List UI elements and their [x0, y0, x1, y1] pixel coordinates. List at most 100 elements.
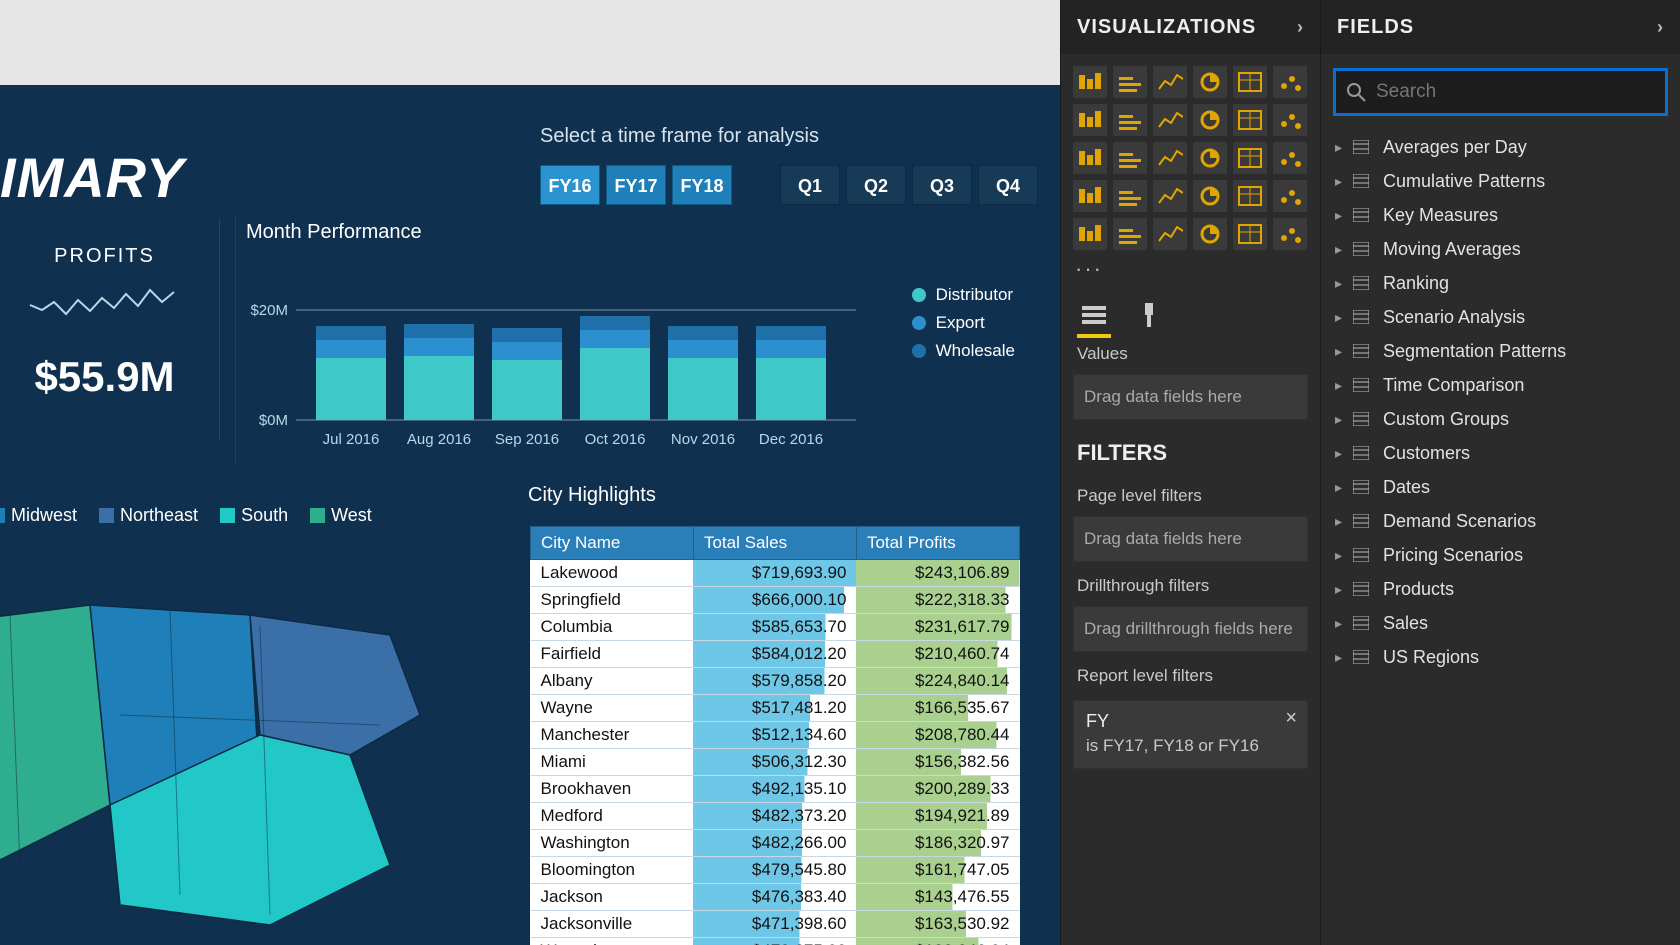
viz-type-combo-col-line[interactable]	[1193, 104, 1227, 136]
field-table[interactable]: ▸Dates	[1325, 470, 1676, 504]
viz-type-python-visual[interactable]	[1233, 218, 1267, 250]
fields-collapse-icon[interactable]: ›	[1657, 0, 1664, 54]
viz-type-map-globe[interactable]	[1273, 142, 1307, 174]
field-table[interactable]: ▸Segmentation Patterns	[1325, 334, 1676, 368]
viz-type-pie[interactable]	[1153, 142, 1187, 174]
field-table[interactable]: ▸Averages per Day	[1325, 130, 1676, 164]
fy-button[interactable]: FY18	[672, 165, 732, 205]
field-table[interactable]: ▸US Regions	[1325, 640, 1676, 674]
map-legend-item[interactable]: Midwest	[0, 505, 77, 526]
field-table[interactable]: ▸Sales	[1325, 606, 1676, 640]
viz-type-clustered-bar[interactable]	[1113, 66, 1147, 98]
viz-type-slicer[interactable]	[1073, 218, 1107, 250]
fy-button[interactable]: FY16	[540, 165, 600, 205]
profits-value: $55.9M	[0, 353, 219, 401]
viz-type-funnel[interactable]	[1113, 180, 1147, 212]
field-table[interactable]: ▸Key Measures	[1325, 198, 1676, 232]
page-filters-well[interactable]: Drag data fields here	[1073, 516, 1308, 562]
svg-text:Dec 2016: Dec 2016	[759, 431, 823, 448]
quarter-button[interactable]: Q2	[846, 165, 906, 205]
viz-type-gauge[interactable]	[1153, 180, 1187, 212]
field-table[interactable]: ▸Products	[1325, 572, 1676, 606]
month-performance-chart[interactable]: $20M$0MJul 2016Aug 2016Sep 2016Oct 2016N…	[236, 250, 876, 460]
table-row[interactable]: Albany$579,858.20$224,840.14	[531, 668, 1020, 695]
search-icon	[1346, 82, 1366, 102]
viz-type-stacked-bar-h[interactable]	[1073, 66, 1107, 98]
quarter-button[interactable]: Q1	[780, 165, 840, 205]
table-row[interactable]: Bloomington$479,545.80$161,747.05	[531, 857, 1020, 884]
viz-type-card[interactable]	[1193, 180, 1227, 212]
viz-type-r-visual[interactable]	[1193, 218, 1227, 250]
table-row[interactable]: Miami$506,312.30$156,382.56	[531, 749, 1020, 776]
table-row[interactable]: Washington$482,266.00$186,320.97	[531, 830, 1020, 857]
field-table-name: US Regions	[1383, 647, 1479, 668]
fields-search[interactable]	[1333, 68, 1668, 116]
viz-type-treemap[interactable]	[1233, 142, 1267, 174]
table-row[interactable]: Medford$482,373.20$194,921.89	[531, 803, 1020, 830]
map-legend-item[interactable]: West	[310, 505, 372, 526]
fy-button[interactable]: FY17	[606, 165, 666, 205]
viz-type-stacked-bar[interactable]	[1153, 66, 1187, 98]
viz-type-combo-col-line2[interactable]	[1233, 104, 1267, 136]
viz-type-scatter[interactable]	[1113, 142, 1147, 174]
table-header[interactable]: City Name	[531, 527, 694, 560]
legend-item[interactable]: Wholesale	[912, 341, 1015, 361]
report-filter-chip[interactable]: × FY is FY17, FY18 or FY16	[1073, 700, 1308, 769]
field-table[interactable]: ▸Cumulative Patterns	[1325, 164, 1676, 198]
table-row[interactable]: Jackson$476,383.40$143,476.55	[531, 884, 1020, 911]
quarter-button[interactable]: Q4	[978, 165, 1038, 205]
field-table[interactable]: ▸Ranking	[1325, 266, 1676, 300]
table-row[interactable]: Westminster$470,675.00$182,046.84	[531, 938, 1020, 945]
viz-type-100pct-column[interactable]	[1273, 66, 1307, 98]
legend-item[interactable]: Distributor	[912, 285, 1015, 305]
table-header[interactable]: Total Sales	[693, 527, 856, 560]
drillthrough-well[interactable]: Drag drillthrough fields here	[1073, 606, 1308, 652]
map-legend-item[interactable]: South	[220, 505, 288, 526]
viz-type-table[interactable]	[1113, 218, 1147, 250]
page-filters-label: Page level filters	[1061, 472, 1320, 510]
field-table[interactable]: ▸Moving Averages	[1325, 232, 1676, 266]
table-row[interactable]: Jacksonville$471,398.60$163,530.92	[531, 911, 1020, 938]
viz-type-area[interactable]	[1113, 104, 1147, 136]
table-row[interactable]: Columbia$585,653.70$231,617.79	[531, 614, 1020, 641]
table-header[interactable]: Total Profits	[856, 527, 1019, 560]
profits-label: PROFITS	[0, 245, 219, 268]
table-row[interactable]: Lakewood$719,693.90$243,106.89	[531, 560, 1020, 587]
field-table[interactable]: ▸Time Comparison	[1325, 368, 1676, 402]
field-table-name: Scenario Analysis	[1383, 307, 1525, 328]
filter-remove-icon[interactable]: ×	[1285, 707, 1297, 730]
viz-type-waterfall[interactable]	[1073, 142, 1107, 174]
viz-type-stacked-column[interactable]	[1193, 66, 1227, 98]
viz-type-filled-map[interactable]	[1073, 180, 1107, 212]
field-table[interactable]: ▸Demand Scenarios	[1325, 504, 1676, 538]
legend-item[interactable]: Export	[912, 313, 1015, 333]
quarter-button[interactable]: Q3	[912, 165, 972, 205]
viz-type-line[interactable]	[1073, 104, 1107, 136]
viz-tab-format[interactable]	[1135, 300, 1165, 330]
viz-type-clustered-column[interactable]	[1233, 66, 1267, 98]
us-map[interactable]	[0, 565, 510, 935]
viz-tab-fields[interactable]	[1079, 300, 1109, 330]
viz-type-multi-card[interactable]	[1233, 180, 1267, 212]
viz-type-kpi[interactable]	[1273, 180, 1307, 212]
city-table-scroll[interactable]: City NameTotal SalesTotal Profits Lakewo…	[530, 526, 1020, 945]
field-table[interactable]: ▸Custom Groups	[1325, 402, 1676, 436]
values-well[interactable]: Drag data fields here	[1073, 374, 1308, 420]
table-row[interactable]: Manchester$512,134.60$208,780.44	[531, 722, 1020, 749]
field-table[interactable]: ▸Scenario Analysis	[1325, 300, 1676, 334]
table-row[interactable]: Brookhaven$492,135.10$200,289.33	[531, 776, 1020, 803]
viz-type-stacked-area[interactable]	[1153, 104, 1187, 136]
map-legend-item[interactable]: Northeast	[99, 505, 198, 526]
table-row[interactable]: Fairfield$584,012.20$210,460.74	[531, 641, 1020, 668]
table-row[interactable]: Springfield$666,000.10$222,318.33	[531, 587, 1020, 614]
field-table[interactable]: ▸Pricing Scenarios	[1325, 538, 1676, 572]
viz-type-donut[interactable]	[1193, 142, 1227, 174]
viz-type-arcgis[interactable]	[1273, 218, 1307, 250]
viz-type-ribbon[interactable]	[1273, 104, 1307, 136]
table-row[interactable]: Wayne$517,481.20$166,535.67	[531, 695, 1020, 722]
visualizations-collapse-icon[interactable]: ›	[1297, 0, 1304, 54]
fields-search-input[interactable]	[1376, 81, 1655, 103]
field-table[interactable]: ▸Customers	[1325, 436, 1676, 470]
visualizations-more-icon[interactable]: ···	[1061, 256, 1320, 290]
viz-type-matrix[interactable]	[1153, 218, 1187, 250]
